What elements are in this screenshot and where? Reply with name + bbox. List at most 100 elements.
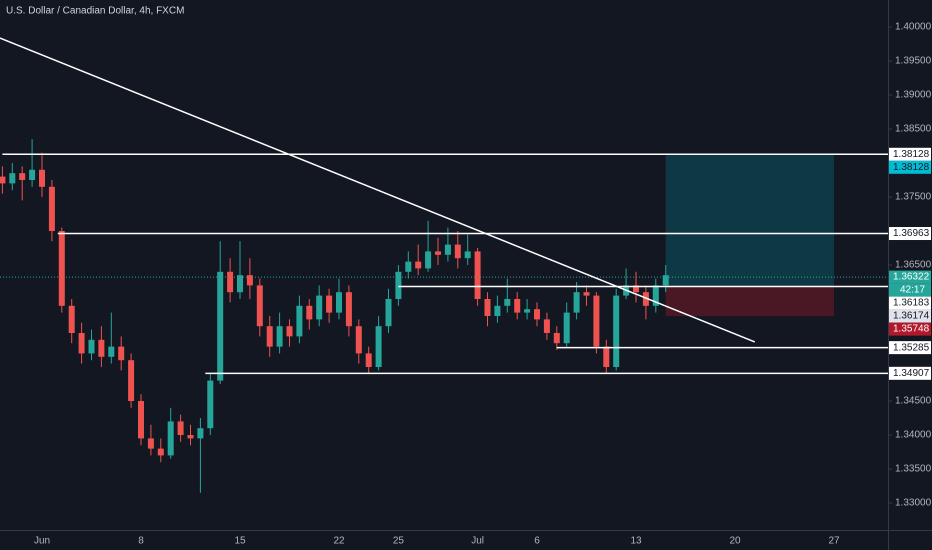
y-tick-label: 1.33000 (895, 498, 932, 509)
y-tick-label: 1.40000 (895, 22, 932, 33)
y-tick-label: 1.34000 (895, 430, 932, 441)
x-tick-label: 27 (828, 536, 840, 547)
x-tick-label: 20 (729, 536, 741, 547)
price-label-bg (889, 341, 931, 355)
candle-body (395, 271, 402, 300)
candle-body (593, 295, 600, 347)
candle-body (0, 176, 6, 184)
candle-body (415, 261, 422, 269)
price-label: 1.35748 (893, 324, 930, 335)
candle-body (603, 346, 610, 368)
candle-body (484, 299, 491, 317)
candle-body (296, 305, 303, 337)
candle-body (266, 326, 273, 347)
candle-body (504, 299, 511, 306)
price-label-bg (889, 147, 931, 161)
y-tick-label: 1.39000 (895, 90, 932, 101)
candle-body (652, 285, 659, 306)
countdown-bg (889, 283, 931, 297)
candle-body (543, 319, 550, 334)
price-label: 1.36963 (893, 228, 930, 239)
candle-body (514, 299, 521, 313)
candle-body (425, 251, 432, 269)
price-label: 1.38128 (893, 162, 930, 173)
candle-body (39, 169, 45, 187)
price-label-bg (889, 160, 931, 174)
price-label-bg (889, 322, 931, 336)
y-tick-label: 1.34500 (895, 396, 932, 407)
price-label-bg (889, 309, 931, 323)
candle-body (256, 285, 263, 327)
candle-body (177, 421, 184, 436)
candle-body (217, 271, 224, 381)
y-tick-label: 1.39500 (895, 56, 932, 67)
y-tick-label: 1.33500 (895, 464, 932, 475)
candle-body (98, 339, 105, 357)
candle-body (385, 299, 392, 327)
candle-body (563, 312, 570, 344)
candle-body (524, 309, 531, 313)
candle-body (286, 326, 293, 337)
chart-title: U.S. Dollar / Canadian Dollar, 4h, FXCM (6, 6, 184, 17)
candle-body (227, 271, 234, 293)
candle-body (553, 333, 560, 344)
x-tick-label: 6 (534, 536, 540, 547)
x-tick-label: 22 (333, 536, 345, 547)
candle-body (534, 309, 540, 320)
candle-body (167, 421, 174, 456)
candle-body (88, 339, 95, 354)
y-tick-label: 1.36500 (895, 260, 932, 271)
candle-body (48, 186, 55, 231)
target-zone (665, 154, 834, 288)
candle-body (187, 435, 194, 439)
candle-body (9, 173, 16, 184)
candle-body (316, 295, 323, 320)
x-tick-label: Jun (34, 536, 50, 547)
candle-body (454, 244, 461, 259)
price-label: 1.36174 (893, 311, 930, 322)
x-tick-label: 8 (138, 536, 144, 547)
candle-body (306, 305, 313, 320)
candle-body (435, 251, 441, 255)
candle-body (613, 295, 620, 368)
candle-body (207, 380, 214, 429)
candle-body (375, 326, 382, 368)
candle-body (444, 244, 451, 255)
candle-body (108, 346, 115, 357)
candle-body (336, 292, 342, 313)
x-tick-label: 25 (393, 536, 405, 547)
candle-body (633, 285, 639, 293)
candle-body (345, 292, 352, 327)
candle-body (326, 295, 333, 313)
candle-body (474, 251, 481, 300)
price-label: 1.36322 (893, 272, 930, 283)
candle-body (494, 305, 501, 317)
price-label: 1.35285 (893, 342, 930, 353)
candle-body (29, 169, 36, 180)
candle-body (355, 326, 362, 354)
price-label-bg (889, 366, 931, 380)
y-tick-label: 1.38500 (895, 124, 932, 135)
candle-body (157, 448, 164, 456)
candle-body (138, 401, 144, 439)
candle-body (19, 173, 26, 180)
candle-body (78, 333, 85, 354)
candle-body (405, 261, 412, 272)
candle-body (68, 305, 75, 334)
price-label-bg (889, 227, 931, 241)
candle-body (147, 438, 154, 449)
price-label: 1.34907 (893, 368, 930, 379)
price-label: 1.38128 (893, 149, 930, 160)
candle-body (642, 292, 649, 306)
x-tick-label: 15 (234, 536, 246, 547)
candle-body (58, 230, 65, 306)
candle-body (276, 326, 283, 347)
price-label-bg (889, 270, 931, 284)
candle-body (573, 292, 580, 313)
price-label: 1.36183 (893, 298, 930, 309)
x-tick-label: Jul (471, 536, 484, 547)
candle-body (237, 275, 243, 293)
candle-body (246, 275, 253, 286)
